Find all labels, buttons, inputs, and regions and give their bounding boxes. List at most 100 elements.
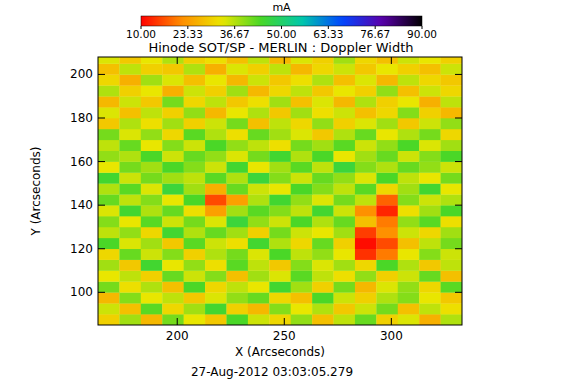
heatmap-cell [248,57,270,64]
heatmap-cell [184,260,206,271]
heatmap-cell [398,85,420,96]
heatmap-cell [355,205,377,216]
heatmap-cell [334,194,356,205]
heatmap-cell [291,118,313,129]
heatmap-cell [162,194,184,205]
heatmap-cell [119,183,141,194]
heatmap-cell [419,281,441,292]
heatmap-cell [162,303,184,314]
heatmap-cell [355,140,377,151]
heatmap-cell [184,292,206,303]
heatmap-cell [419,216,441,227]
heatmap-cell [98,281,120,292]
heatmap-cell [312,118,334,129]
heatmap-cell [291,205,313,216]
heatmap-cell [162,281,184,292]
heatmap-cell [205,85,227,96]
heatmap-cell [376,74,398,85]
heatmap-cell [376,85,398,96]
heatmap-cell [162,205,184,216]
heatmap-cell [269,107,291,118]
heatmap-cell [98,216,120,227]
y-tick [455,74,462,75]
heatmap-cell [398,249,420,260]
heatmap-cell [419,118,441,129]
heatmap-cell [119,281,141,292]
x-axis-label: X (Arcseconds) [235,345,325,359]
heatmap-cell [205,303,227,314]
colorbar [141,16,422,26]
heatmap-cell [334,281,356,292]
heatmap-cell [184,205,206,216]
heatmap-cell [226,107,248,118]
heatmap-cell [334,107,356,118]
heatmap-cell [441,85,462,96]
heatmap-cell [334,172,356,183]
heatmap-cell [376,194,398,205]
heatmap-cell [291,107,313,118]
heatmap-cell [334,260,356,271]
heatmap-cell [355,74,377,85]
heatmap-cell [355,292,377,303]
heatmap-cell [184,57,206,64]
heatmap-cell [269,96,291,107]
heatmap-cell [98,314,120,325]
heatmap-cell [441,227,462,238]
heatmap-cell [119,74,141,85]
heatmap-cell [248,129,270,140]
heatmap-cell [119,194,141,205]
colorbar-tick-label: 23.33 [173,28,203,40]
heatmap-cell [248,85,270,96]
heatmap-cell [355,281,377,292]
heatmap-cell [119,129,141,140]
heatmap-cell [312,107,334,118]
heatmap-cell [398,303,420,314]
heatmap-cell [376,129,398,140]
heatmap-cell [441,205,462,216]
heatmap-cell [269,151,291,162]
heatmap-cell [269,64,291,75]
heatmap-cell [398,172,420,183]
heatmap-cell [205,238,227,249]
colorbar-tick-label: 10.00 [126,28,156,40]
heatmap-cell [205,162,227,173]
y-tick-label: 120 [70,242,93,256]
heatmap-cell [205,227,227,238]
heatmap-cell [419,183,441,194]
heatmap-cell [334,205,356,216]
heatmap-cell [419,249,441,260]
heatmap-cell [269,292,291,303]
heatmap-cell [376,57,398,64]
heatmap-cell [355,96,377,107]
heatmap-cell [226,281,248,292]
heatmap-cell [141,249,163,260]
heatmap-cell [162,271,184,282]
heatmap-cell [141,194,163,205]
heatmap-cell [141,107,163,118]
heatmap-cell [419,74,441,85]
heatmap-cell [269,249,291,260]
heatmap-cell [226,238,248,249]
x-tick [284,57,285,64]
heatmap-cell [291,271,313,282]
heatmap-cell [184,96,206,107]
heatmap-cell [119,151,141,162]
heatmap-cell [184,183,206,194]
heatmap-cell [205,118,227,129]
heatmap-cell [248,172,270,183]
heatmap-cell [419,57,441,64]
heatmap-cell [376,216,398,227]
heatmap-cell [226,205,248,216]
heatmap-cell [162,162,184,173]
heatmap-cell [119,238,141,249]
heatmap-cell [376,303,398,314]
heatmap-cell [248,162,270,173]
chart: 200250300100120140160180200X (Arcseconds… [0,0,562,384]
heatmap-cell [269,172,291,183]
heatmap-cell [226,129,248,140]
heatmap-cell [205,64,227,75]
heatmap-cell [205,292,227,303]
heatmap-cell [162,96,184,107]
y-tick [455,248,462,249]
heatmap-cell [141,64,163,75]
